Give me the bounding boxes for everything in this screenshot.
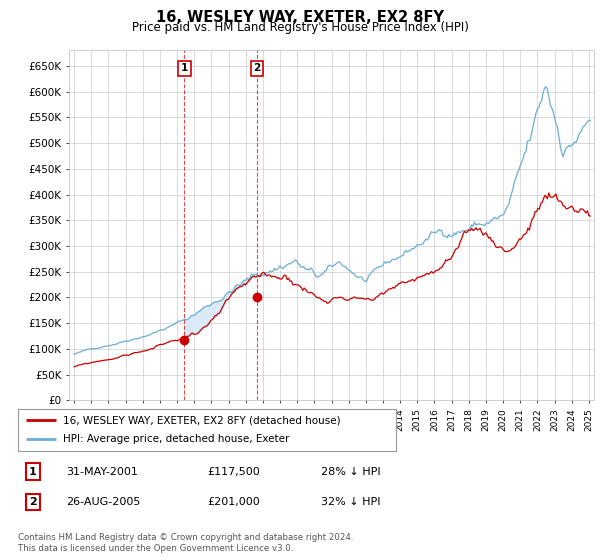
Text: 26-AUG-2005: 26-AUG-2005 [66, 497, 140, 507]
Text: HPI: Average price, detached house, Exeter: HPI: Average price, detached house, Exet… [64, 435, 290, 445]
Text: Contains HM Land Registry data © Crown copyright and database right 2024.
This d: Contains HM Land Registry data © Crown c… [18, 533, 353, 553]
Text: Price paid vs. HM Land Registry's House Price Index (HPI): Price paid vs. HM Land Registry's House … [131, 21, 469, 34]
Text: 28% ↓ HPI: 28% ↓ HPI [321, 466, 380, 477]
Text: £117,500: £117,500 [207, 466, 260, 477]
Text: £201,000: £201,000 [207, 497, 260, 507]
Text: 16, WESLEY WAY, EXETER, EX2 8FY: 16, WESLEY WAY, EXETER, EX2 8FY [156, 10, 444, 25]
Text: 2: 2 [29, 497, 37, 507]
Text: 2: 2 [253, 63, 260, 73]
Text: 32% ↓ HPI: 32% ↓ HPI [321, 497, 380, 507]
Text: 1: 1 [29, 466, 37, 477]
Text: 31-MAY-2001: 31-MAY-2001 [66, 466, 138, 477]
Text: 16, WESLEY WAY, EXETER, EX2 8FY (detached house): 16, WESLEY WAY, EXETER, EX2 8FY (detache… [64, 415, 341, 425]
Text: 1: 1 [181, 63, 188, 73]
